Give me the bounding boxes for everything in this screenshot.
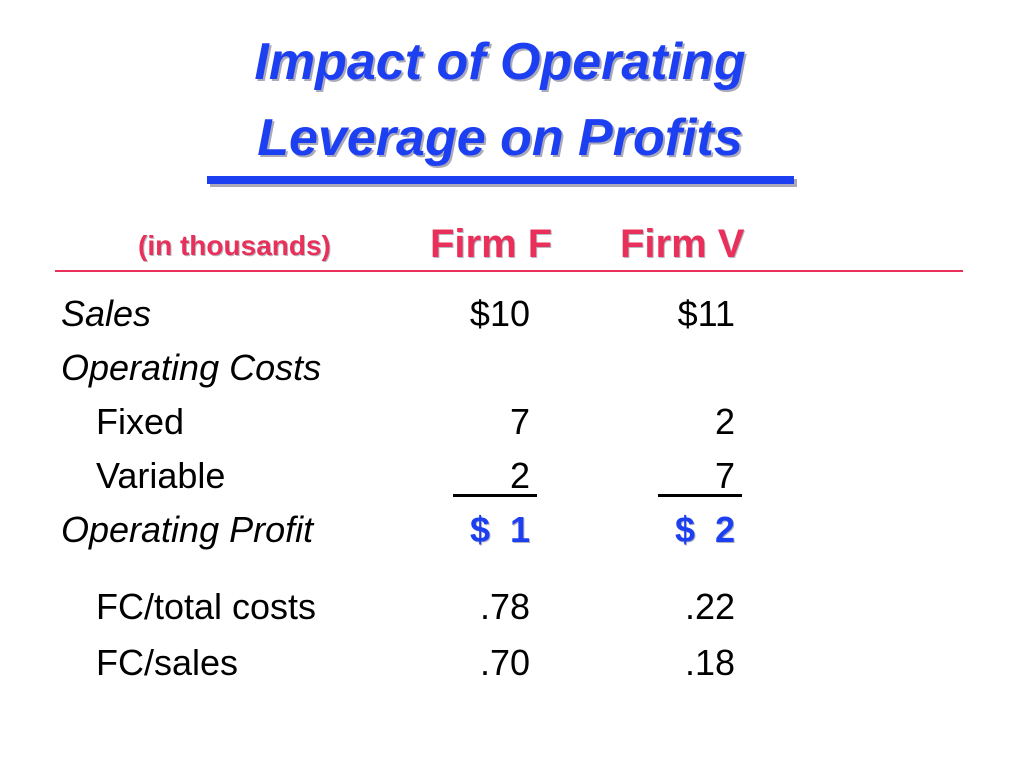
- slide-title-line2: Leverage on Profits: [257, 109, 743, 167]
- fixed-firm-v: 2: [714, 401, 735, 442]
- row-label-fixed: Fixed: [96, 401, 185, 442]
- column-header-firm-v: Firm V: [620, 222, 745, 266]
- sales-firm-v: $11: [677, 293, 735, 334]
- column-header-firm-f: Firm F: [430, 222, 553, 266]
- row-label-fc-sales: FC/sales: [96, 642, 239, 683]
- title-underline: [207, 176, 794, 184]
- sales-firm-f: $10: [469, 293, 530, 334]
- fc-total-costs-firm-v: .22: [684, 586, 735, 627]
- row-label-sales: Sales: [61, 293, 152, 334]
- profit-firm-v: $ 2: [674, 509, 735, 550]
- row-label-fc-total-costs: FC/total costs: [96, 586, 317, 627]
- fc-total-costs-firm-f: .78: [479, 586, 530, 627]
- row-label-operating-profit: Operating Profit: [61, 509, 314, 550]
- variable-firm-v: 7: [714, 455, 735, 496]
- header-divider: [55, 270, 963, 272]
- profit-firm-f: $ 1: [469, 509, 530, 550]
- fc-sales-firm-f: .70: [479, 642, 530, 683]
- row-label-variable: Variable: [96, 455, 226, 496]
- variable-firm-f: 2: [509, 455, 530, 496]
- subtotal-underline-firm-v: [658, 494, 742, 497]
- row-label-operating-costs: Operating Costs: [61, 347, 322, 388]
- fc-sales-firm-v: .18: [684, 642, 735, 683]
- fixed-firm-f: 7: [509, 401, 530, 442]
- units-label: (in thousands): [138, 230, 331, 261]
- slide-title-line1: Impact of Operating: [254, 33, 746, 91]
- subtotal-underline-firm-f: [453, 494, 537, 497]
